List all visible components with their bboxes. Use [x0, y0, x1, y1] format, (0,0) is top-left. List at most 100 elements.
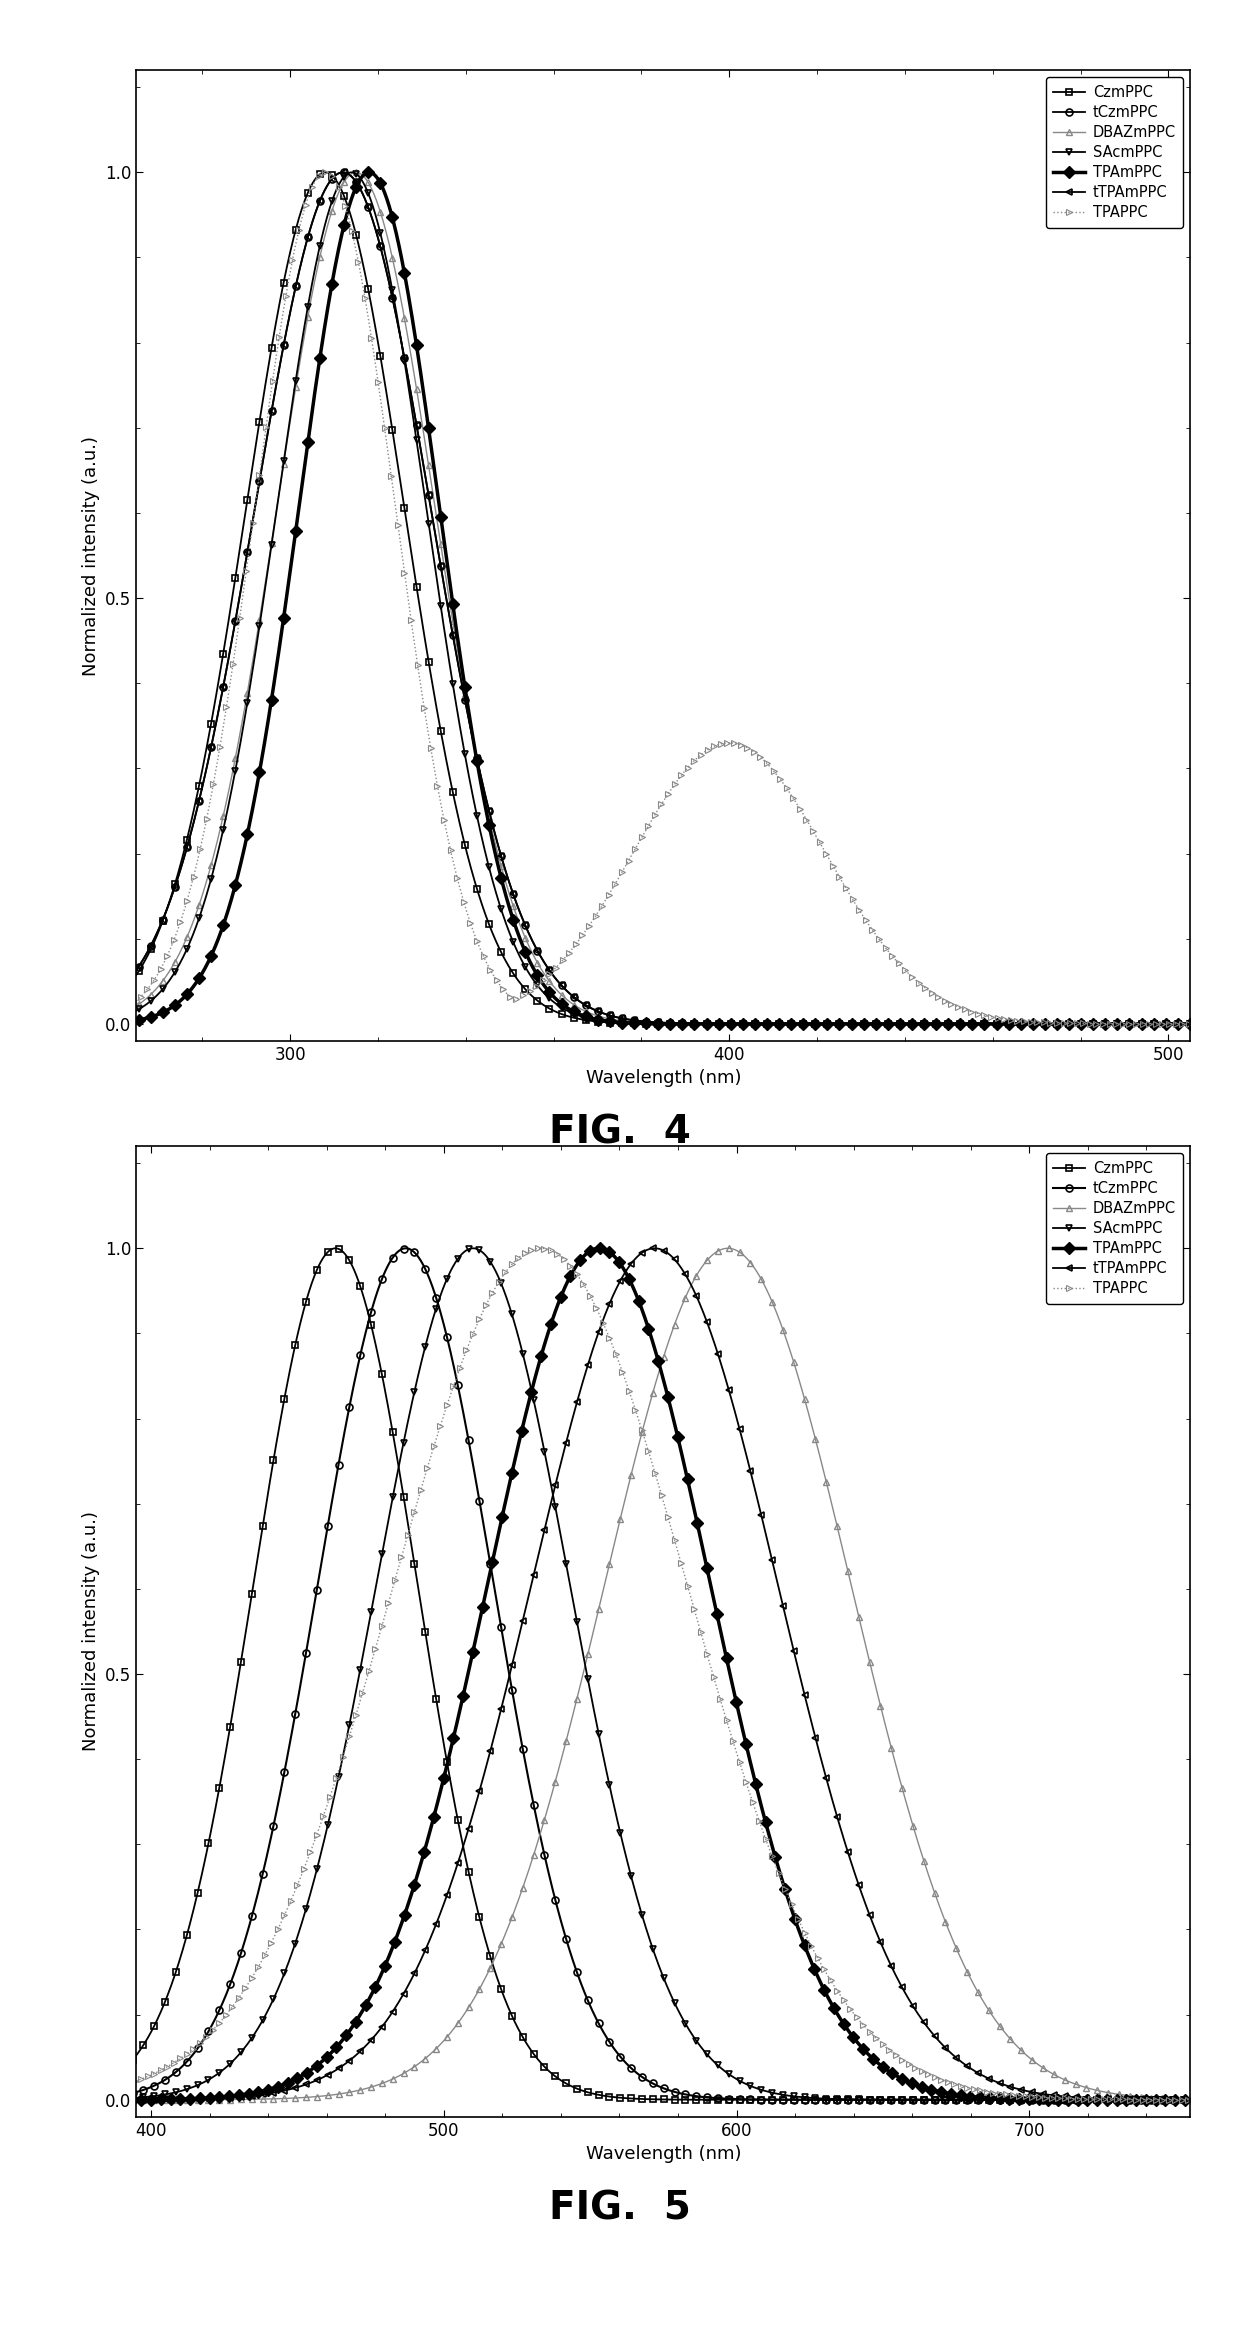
CzmPPC: [1198, 2086, 1213, 2114]
DBAZmPPC: [1173, 1010, 1188, 1039]
TPAmPPC: [107, 1008, 122, 1036]
TPAPPC: [1205, 1010, 1220, 1039]
tTPAmPPC: [968, 2058, 983, 2086]
TPAPPC: [641, 1438, 656, 1467]
CzmPPC: [170, 1955, 185, 1983]
CzmPPC: [613, 2084, 627, 2112]
TPAmPPC: [613, 1008, 627, 1036]
tTPAmPPC: [613, 1003, 627, 1031]
TPAmPPC: [1198, 2086, 1213, 2114]
SAcmPPC: [1198, 2086, 1213, 2114]
TPAmPPC: [613, 1249, 627, 1277]
TPAmPPC: [1166, 2086, 1180, 2114]
tTPAmPPC: [641, 1008, 656, 1036]
Line: SAcmPPC: SAcmPPC: [110, 168, 1216, 1027]
tTPAmPPC: [647, 1235, 662, 1263]
tCzmPPC: [1166, 2086, 1180, 2114]
Line: tCzmPPC: tCzmPPC: [118, 1244, 1209, 2103]
Line: TPAPPC: TPAPPC: [119, 1244, 1208, 2103]
tTPAmPPC: [641, 1235, 656, 1263]
CzmPPC: [162, 884, 177, 912]
DBAZmPPC: [641, 1394, 656, 1422]
DBAZmPPC: [613, 1506, 627, 1534]
SAcmPPC: [114, 2084, 129, 2112]
tTPAmPPC: [162, 886, 177, 915]
Line: tTPAmPPC: tTPAmPPC: [110, 168, 1216, 1027]
tCzmPPC: [641, 1008, 656, 1036]
TPAmPPC: [1167, 2086, 1182, 2114]
TPAPPC: [107, 1001, 122, 1029]
SAcmPPC: [170, 2077, 185, 2105]
TPAmPPC: [968, 2084, 983, 2112]
SAcmPPC: [968, 2086, 983, 2114]
tCzmPPC: [972, 1010, 987, 1039]
TPAPPC: [1173, 1010, 1188, 1039]
SAcmPPC: [1167, 2086, 1182, 2114]
SAcmPPC: [107, 1003, 122, 1031]
CzmPPC: [968, 2086, 983, 2114]
DBAZmPPC: [107, 1001, 122, 1029]
CzmPPC: [972, 1010, 987, 1039]
tTPAmPPC: [170, 2086, 185, 2114]
Y-axis label: Normalized intensity (a.u.): Normalized intensity (a.u.): [82, 435, 99, 676]
tCzmPPC: [641, 2068, 656, 2096]
tCzmPPC: [1198, 2086, 1213, 2114]
Y-axis label: Normalized intensity (a.u.): Normalized intensity (a.u.): [82, 1511, 99, 1752]
tTPAmPPC: [1198, 2086, 1213, 2114]
tTPAmPPC: [336, 159, 351, 187]
TPAmPPC: [1173, 1010, 1188, 1039]
TPAmPPC: [114, 2086, 129, 2114]
tCzmPPC: [107, 980, 122, 1008]
Text: FIG.  4: FIG. 4: [549, 1113, 691, 1151]
DBAZmPPC: [1166, 2084, 1180, 2112]
DBAZmPPC: [1167, 2084, 1182, 2112]
DBAZmPPC: [162, 957, 177, 985]
Text: FIG.  5: FIG. 5: [549, 2189, 691, 2227]
SAcmPPC: [162, 966, 177, 994]
TPAPPC: [613, 1352, 627, 1380]
SAcmPPC: [613, 1008, 627, 1036]
tTPAmPPC: [613, 1268, 627, 1296]
tCzmPPC: [398, 1235, 413, 1263]
TPAPPC: [170, 2047, 185, 2075]
CzmPPC: [317, 159, 332, 187]
TPAPPC: [114, 2072, 129, 2100]
TPAmPPC: [1173, 1010, 1188, 1039]
CzmPPC: [1166, 2086, 1180, 2114]
TPAmPPC: [162, 994, 177, 1022]
SAcmPPC: [465, 1235, 480, 1263]
Line: CzmPPC: CzmPPC: [110, 168, 1216, 1027]
Line: DBAZmPPC: DBAZmPPC: [118, 1244, 1209, 2103]
tTPAmPPC: [1205, 1010, 1220, 1039]
X-axis label: Wavelength (nm): Wavelength (nm): [585, 1069, 742, 1088]
tCzmPPC: [1205, 1010, 1220, 1039]
SAcmPPC: [1173, 1010, 1188, 1039]
tTPAmPPC: [1173, 1010, 1188, 1039]
DBAZmPPC: [1198, 2086, 1213, 2114]
TPAmPPC: [591, 1235, 606, 1263]
CzmPPC: [641, 1010, 656, 1039]
Line: tTPAmPPC: tTPAmPPC: [118, 1244, 1209, 2103]
SAcmPPC: [641, 1923, 656, 1951]
CzmPPC: [1173, 1010, 1188, 1039]
DBAZmPPC: [613, 1006, 627, 1034]
TPAmPPC: [972, 1010, 987, 1039]
SAcmPPC: [1205, 1010, 1220, 1039]
CzmPPC: [641, 2084, 656, 2112]
TPAPPC: [317, 159, 332, 187]
DBAZmPPC: [968, 1974, 983, 2002]
tTPAmPPC: [107, 980, 122, 1008]
SAcmPPC: [1173, 1010, 1188, 1039]
Legend: CzmPPC, tCzmPPC, DBAZmPPC, SAcmPPC, TPAmPPC, tTPAmPPC, TPAPPC: CzmPPC, tCzmPPC, DBAZmPPC, SAcmPPC, TPAm…: [1047, 1153, 1183, 1303]
CzmPPC: [1173, 1010, 1188, 1039]
DBAZmPPC: [972, 1010, 987, 1039]
SAcmPPC: [1166, 2086, 1180, 2114]
Line: TPAPPC: TPAPPC: [112, 168, 1215, 1027]
TPAPPC: [968, 2075, 983, 2103]
Line: SAcmPPC: SAcmPPC: [118, 1244, 1209, 2103]
tCzmPPC: [170, 2056, 185, 2084]
tTPAmPPC: [1166, 2086, 1180, 2114]
CzmPPC: [107, 985, 122, 1013]
CzmPPC: [114, 2058, 129, 2086]
TPAPPC: [613, 863, 627, 891]
